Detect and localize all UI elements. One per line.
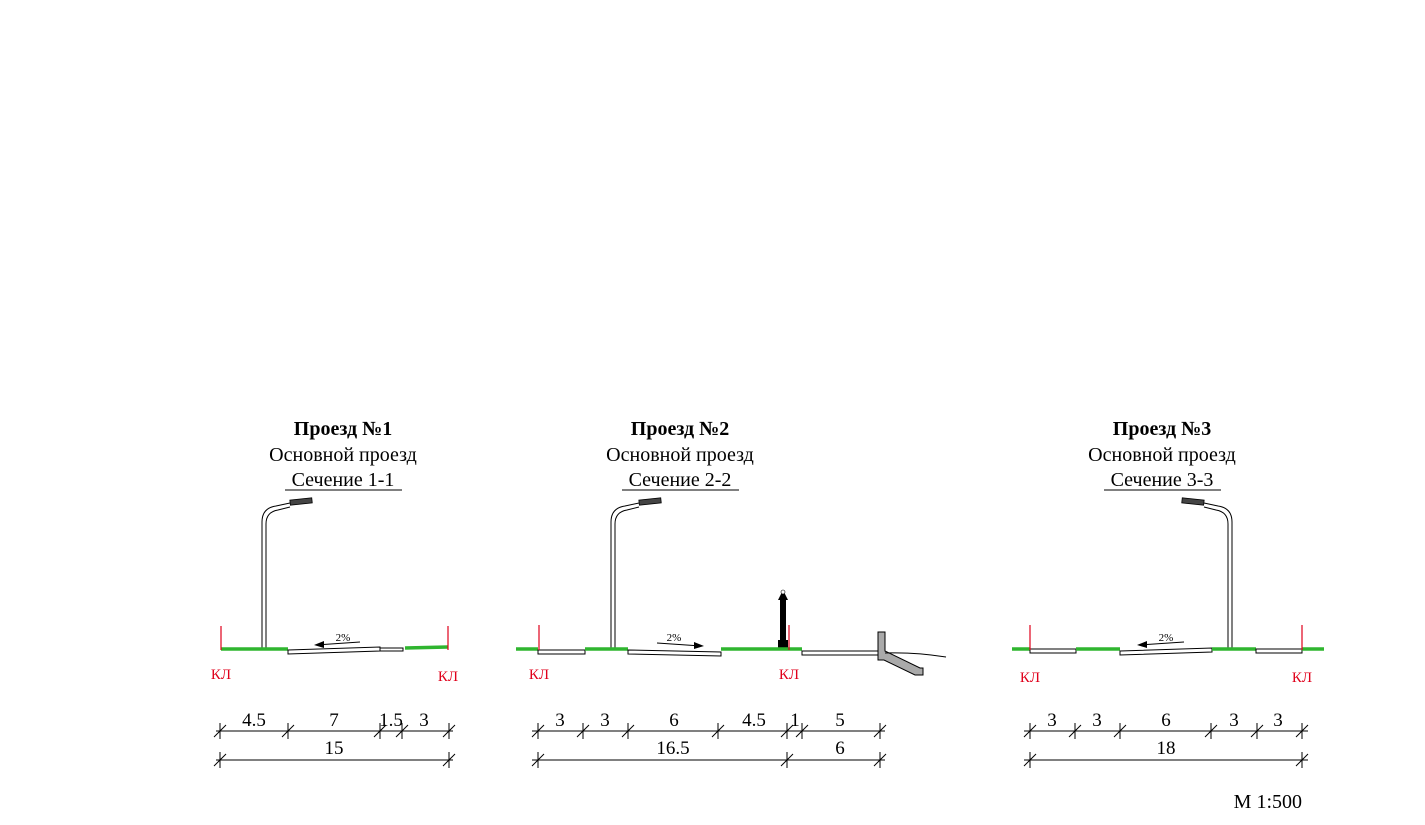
slope-label: 2%: [667, 632, 682, 644]
section-3: Проезд №3 Основной проезд Сечение 3-3 2%…: [1012, 418, 1324, 768]
dimension-total: 18: [1157, 738, 1176, 759]
dimension-value: 4.5: [242, 710, 266, 731]
dimension-row-2: 16.5 6: [531, 738, 887, 768]
section-3-title: Проезд №3: [1113, 418, 1211, 440]
street-light-icon: [1181, 497, 1233, 648]
slope-arrow-icon: [314, 641, 361, 648]
dimension-total: 16.5: [656, 738, 689, 759]
dimension-total: 6: [835, 738, 845, 759]
kl-label: КЛ: [211, 667, 231, 683]
carriageway: [627, 649, 722, 657]
scale-label: М 1:500: [1234, 791, 1302, 813]
section-1-label: Сечение 1-1: [292, 469, 395, 491]
section-2-title: Проезд №2: [631, 418, 729, 440]
green-strip: [404, 645, 449, 650]
section-1-title: Проезд №1: [294, 418, 392, 440]
carriageway: [287, 646, 381, 655]
dimension-value: 3: [600, 710, 610, 731]
sidewalk: [801, 650, 881, 656]
section-1: Проезд №1 Основной проезд Сечение 1-1 2%…: [211, 418, 458, 768]
slope-arrow-icon: [656, 642, 704, 649]
dimension-value: 7: [329, 710, 339, 731]
kl-label: КЛ: [779, 667, 799, 683]
slope-label: 2%: [1159, 632, 1174, 644]
slope-label: 2%: [336, 632, 351, 644]
dimension-row-2: 18: [1023, 738, 1309, 768]
dimension-value: 3: [1273, 710, 1283, 731]
section-3-subtitle: Основной проезд: [1088, 444, 1236, 466]
dimension-value: 3: [1092, 710, 1102, 731]
dimension-total: 15: [325, 738, 344, 759]
sidewalk: [1029, 648, 1077, 654]
dimension-value: 4.5: [742, 710, 766, 731]
kl-label: КЛ: [1020, 670, 1040, 686]
section-2-label: Сечение 2-2: [629, 469, 732, 491]
dimension-value: 1: [790, 710, 800, 731]
carriageway: [1119, 647, 1213, 656]
dimension-row-1: 4.5 7 1.5 3: [213, 710, 456, 739]
dimension-value: 3: [419, 710, 429, 731]
sidewalk: [537, 649, 586, 655]
dimension-value: 3: [555, 710, 565, 731]
dimension-value: 6: [669, 710, 679, 731]
section-1-subtitle: Основной проезд: [269, 444, 417, 466]
section-2: Проезд №2 Основной проезд Сечение 2-2: [516, 418, 947, 768]
dimension-value: 3: [1229, 710, 1239, 731]
dimension-row-2: 15: [213, 738, 456, 768]
sidewalk: [379, 647, 404, 652]
slope-arrow-icon: [1137, 641, 1185, 648]
dimension-row-1: 3 3 6 3 3: [1023, 710, 1309, 739]
section-2-subtitle: Основной проезд: [606, 444, 754, 466]
pedestrian-lamp-icon: [778, 589, 788, 648]
retaining-wall-icon: [877, 631, 947, 676]
dimension-value: 6: [1161, 710, 1171, 731]
sidewalk: [1255, 648, 1303, 654]
kl-label: КЛ: [529, 667, 549, 683]
dimension-value: 1.5: [379, 710, 403, 731]
kl-label: КЛ: [1292, 670, 1312, 686]
dimension-row-1: 3 3 6 4.5 1 5: [531, 710, 887, 739]
street-light-icon: [261, 497, 313, 648]
section-3-label: Сечение 3-3: [1111, 469, 1214, 491]
kl-label: КЛ: [438, 669, 458, 685]
dimension-value: 3: [1047, 710, 1057, 731]
dimension-value: 5: [835, 710, 845, 731]
street-light-icon: [610, 497, 662, 648]
